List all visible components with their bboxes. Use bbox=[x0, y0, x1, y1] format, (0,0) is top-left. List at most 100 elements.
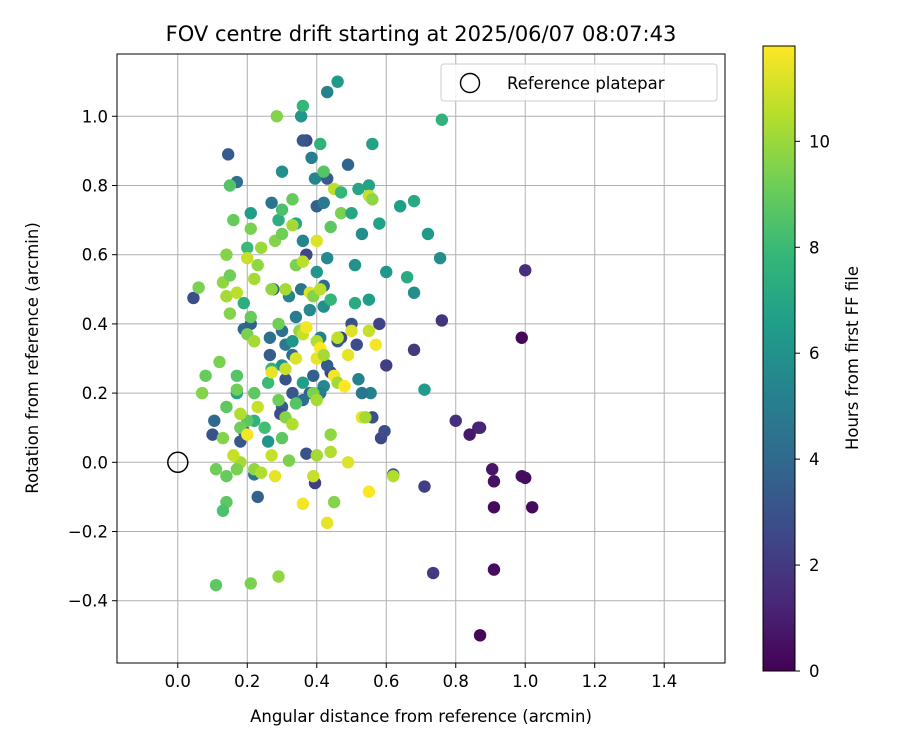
data-point bbox=[216, 504, 230, 517]
data-point bbox=[324, 293, 337, 306]
data-point bbox=[487, 475, 501, 488]
data-point bbox=[272, 317, 285, 331]
data-point bbox=[380, 359, 393, 372]
data-point bbox=[421, 227, 435, 241]
data-point bbox=[241, 241, 254, 254]
data-point bbox=[220, 248, 233, 261]
data-point bbox=[362, 324, 376, 338]
data-point bbox=[310, 393, 323, 407]
data-point bbox=[341, 158, 355, 171]
data-point bbox=[251, 258, 264, 272]
data-point bbox=[317, 196, 330, 209]
data-point bbox=[310, 265, 323, 279]
data-point bbox=[348, 258, 362, 272]
data-point bbox=[244, 206, 257, 220]
data-point bbox=[258, 421, 271, 434]
data-point bbox=[261, 376, 275, 389]
data-point bbox=[221, 148, 235, 161]
legend-marker-icon bbox=[459, 72, 481, 94]
data-point bbox=[279, 373, 292, 386]
data-point bbox=[199, 369, 212, 383]
x-tick-label: 0.0 bbox=[165, 672, 191, 691]
data-point bbox=[230, 383, 244, 396]
y-axis-label: Rotation from reference (arcmin) bbox=[23, 222, 42, 494]
data-point bbox=[331, 331, 344, 344]
plot-frame bbox=[116, 53, 726, 664]
data-point bbox=[486, 463, 499, 476]
data-point bbox=[296, 255, 310, 268]
data-point bbox=[265, 283, 278, 296]
data-point bbox=[307, 469, 320, 483]
data-point bbox=[289, 397, 303, 410]
data-point bbox=[248, 272, 261, 286]
data-point bbox=[220, 469, 233, 483]
data-point bbox=[314, 283, 327, 296]
data-point bbox=[230, 369, 244, 383]
colorbar-tick-label: 10 bbox=[809, 132, 830, 151]
data-point bbox=[286, 386, 299, 400]
data-point bbox=[373, 317, 386, 331]
data-point bbox=[237, 296, 251, 310]
data-point bbox=[350, 338, 363, 351]
y-tick-label: 0.0 bbox=[82, 453, 108, 472]
data-point bbox=[300, 447, 313, 460]
data-point bbox=[449, 414, 462, 427]
y-axis-ticks: −0.4 −0.2 0.0 0.2 0.4 0.6 0.8 1.0 bbox=[68, 107, 117, 611]
data-point bbox=[296, 134, 310, 147]
data-points bbox=[187, 75, 539, 642]
data-point bbox=[279, 362, 292, 376]
data-point bbox=[187, 291, 200, 305]
data-point bbox=[487, 563, 501, 576]
data-point bbox=[286, 193, 299, 206]
data-point bbox=[334, 206, 348, 220]
colorbar-tick-label: 6 bbox=[809, 344, 820, 363]
data-point bbox=[320, 516, 334, 530]
data-point bbox=[265, 366, 278, 379]
x-tick-label: 0.6 bbox=[373, 672, 399, 691]
data-point bbox=[362, 485, 376, 498]
data-point bbox=[341, 456, 355, 469]
colorbar-tick-label: 2 bbox=[809, 556, 820, 575]
data-point bbox=[327, 495, 341, 509]
data-point bbox=[300, 321, 313, 334]
data-point bbox=[355, 386, 369, 400]
colorbar-ticks: 0 2 4 6 8 10 bbox=[795, 132, 830, 681]
data-point bbox=[241, 428, 254, 441]
data-point bbox=[369, 338, 383, 351]
data-point bbox=[359, 411, 372, 424]
data-point bbox=[473, 629, 487, 642]
data-point bbox=[206, 428, 219, 441]
data-point bbox=[282, 454, 296, 467]
y-tick-label: −0.2 bbox=[68, 523, 108, 542]
data-point bbox=[400, 270, 414, 284]
data-point bbox=[275, 203, 289, 216]
data-point bbox=[296, 376, 310, 389]
data-point bbox=[433, 251, 447, 265]
data-point bbox=[307, 369, 320, 383]
data-point bbox=[286, 334, 299, 348]
data-point bbox=[223, 179, 237, 192]
data-point bbox=[213, 355, 226, 369]
data-point bbox=[241, 251, 254, 265]
x-tick-label: 0.8 bbox=[443, 672, 469, 691]
colorbar-tick-label: 8 bbox=[809, 238, 820, 257]
data-point bbox=[208, 414, 221, 427]
data-point bbox=[192, 281, 205, 294]
data-point bbox=[324, 428, 337, 441]
data-point bbox=[296, 234, 310, 248]
data-point bbox=[244, 222, 257, 235]
colorbar-gradient bbox=[762, 45, 796, 672]
data-point bbox=[407, 286, 421, 299]
data-point bbox=[341, 348, 355, 362]
data-point bbox=[296, 497, 310, 511]
data-point bbox=[314, 137, 327, 151]
y-tick-label: 0.2 bbox=[82, 384, 108, 403]
data-point bbox=[223, 269, 237, 282]
data-point bbox=[279, 283, 292, 296]
data-point bbox=[289, 352, 303, 365]
data-point bbox=[275, 227, 289, 241]
data-point bbox=[362, 179, 376, 192]
data-point bbox=[263, 331, 277, 344]
y-tick-label: 1.0 bbox=[82, 107, 108, 126]
